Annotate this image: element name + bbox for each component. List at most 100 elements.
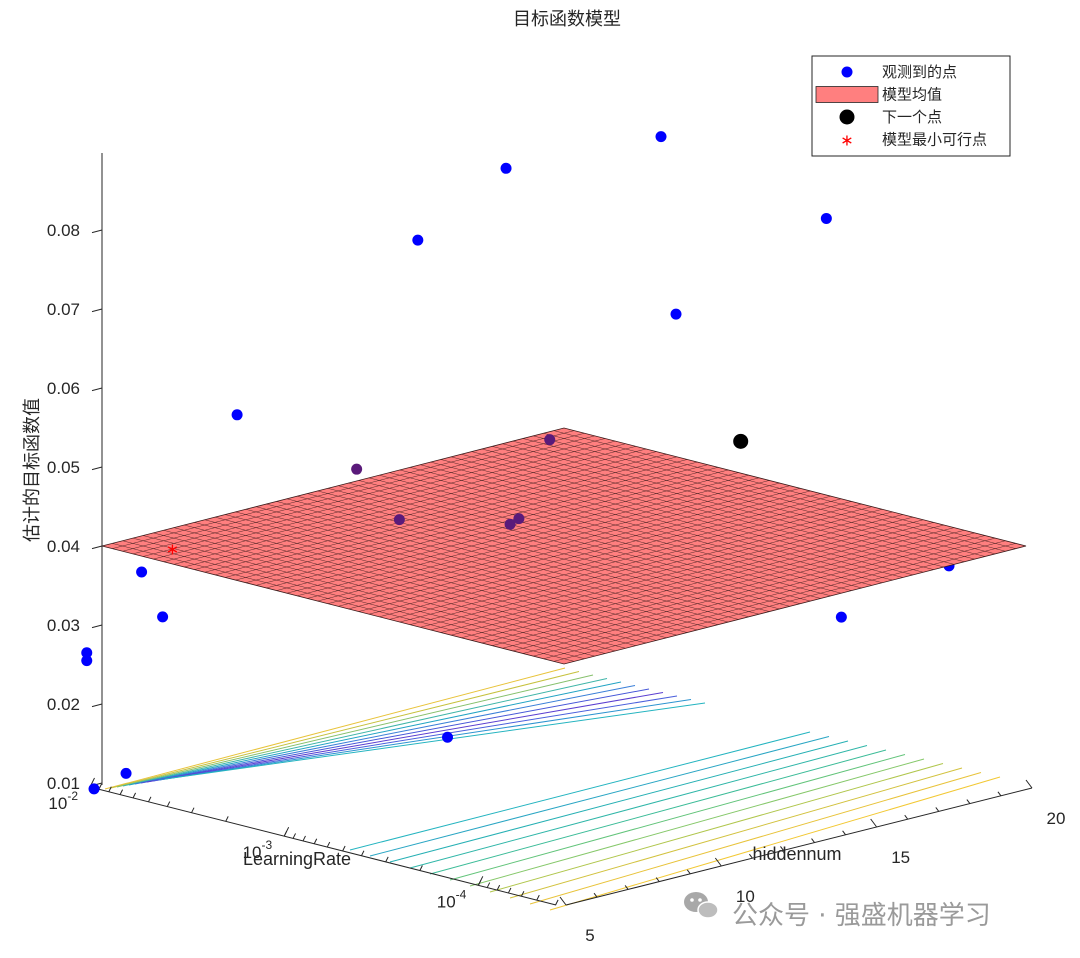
mesh-line (245, 509, 708, 628)
mesh-line (471, 451, 934, 570)
mesh-line (533, 435, 996, 555)
special-points: ∗ (166, 433, 749, 558)
observed-point (513, 513, 525, 525)
mesh-line (440, 459, 903, 578)
observed-points-front (231, 131, 832, 530)
mesh-line (184, 524, 647, 644)
mesh-line (338, 488, 801, 607)
z-tick-label: 0.01 (47, 774, 80, 793)
mesh-line (122, 433, 585, 552)
z-tick-mark (91, 466, 103, 471)
mesh-line (122, 540, 585, 659)
observed-point (351, 463, 363, 475)
mesh-line (225, 514, 688, 633)
legend-marker-next (839, 109, 855, 125)
mesh-line (553, 543, 1016, 662)
mesh-line (255, 467, 719, 586)
y-tick-mark (714, 857, 722, 867)
z-tick-label: 0.06 (47, 379, 80, 398)
x-tick-mark (342, 845, 346, 852)
mesh-line (543, 540, 1006, 659)
x-tick-mark (477, 876, 484, 886)
observed-points-behind (81, 560, 955, 795)
mesh-line (358, 493, 821, 612)
mesh-line (553, 430, 1016, 549)
legend-marker-asterisk: ∗ (840, 131, 853, 150)
y-minor-tick (904, 814, 909, 820)
contour-line (429, 749, 887, 875)
contour-line (128, 681, 622, 786)
mesh-line (420, 509, 883, 628)
y-minor-tick (686, 869, 691, 875)
contour-line (469, 758, 925, 887)
mesh-line (481, 524, 944, 644)
contour-line (389, 740, 849, 863)
observed-point (88, 783, 100, 795)
floor-contours (104, 667, 1001, 911)
contour-line (116, 674, 594, 788)
contour-line (110, 671, 580, 789)
mesh-line (286, 474, 749, 594)
z-tick-mark (91, 703, 103, 708)
mesh-line (420, 464, 883, 583)
mesh-line (409, 506, 873, 625)
contour-line (146, 692, 664, 783)
mesh-line (327, 485, 790, 604)
x-tick-mark (486, 882, 491, 888)
x-tick-mark (419, 865, 423, 871)
mesh-line (522, 438, 985, 557)
x-tick-mark (283, 826, 290, 837)
observed-point (231, 409, 243, 421)
mesh-line (440, 514, 903, 633)
y-tick-label: 15 (891, 848, 910, 867)
x-tick-label: 10-4 (437, 887, 467, 911)
x-tick-mark (326, 841, 331, 848)
y-minor-tick (593, 892, 598, 898)
mesh-line (286, 498, 749, 618)
mesh-line (225, 459, 688, 578)
y-tick-label: 20 (1047, 809, 1066, 828)
x-tick-mark (148, 796, 152, 803)
contour-line (549, 776, 1001, 911)
mesh-line (399, 503, 862, 623)
mesh-line (368, 495, 831, 615)
observed-point (820, 212, 832, 224)
legend-label: 模型最小可行点 (882, 131, 987, 149)
x-axis-line (89, 786, 557, 906)
contour-line (369, 736, 830, 857)
mesh-line (153, 532, 616, 652)
mesh-line (471, 522, 934, 641)
mesh-line (297, 495, 760, 615)
mesh-line (153, 440, 616, 560)
x-ticks: 10-2 10-3 10-4 (48, 777, 559, 911)
mesh-line (297, 477, 760, 597)
mesh-line (522, 535, 985, 654)
z-ticks: 0.01 0.02 0.03 0.04 0.05 0.06 0.07 0.08 (47, 221, 103, 793)
mesh-line (112, 543, 575, 662)
mesh-line (163, 443, 626, 562)
y-minor-tick (811, 838, 815, 843)
mesh-line (173, 446, 636, 565)
mesh-line (143, 535, 606, 654)
z-tick-label: 0.08 (47, 221, 80, 240)
x-tick-mark (555, 899, 559, 906)
y-axis-label: hiddennum (752, 844, 841, 864)
mesh-line (379, 498, 842, 618)
min-feasible-point: ∗ (166, 539, 179, 558)
x-tick-mark (292, 833, 296, 839)
mesh-line (512, 532, 975, 652)
mesh-line (235, 461, 698, 581)
observed-point (670, 308, 682, 320)
mesh-line (430, 511, 893, 631)
mesh-line (173, 527, 636, 646)
z-tick-label: 0.07 (47, 300, 80, 319)
mesh-line (317, 482, 780, 602)
contour-line (529, 772, 982, 905)
contour-line (489, 763, 944, 893)
y-minor-tick (997, 791, 1002, 797)
mesh-line (502, 530, 965, 649)
observed-point (136, 566, 148, 578)
x-tick-mark (119, 789, 124, 795)
y-minor-tick (780, 846, 784, 851)
